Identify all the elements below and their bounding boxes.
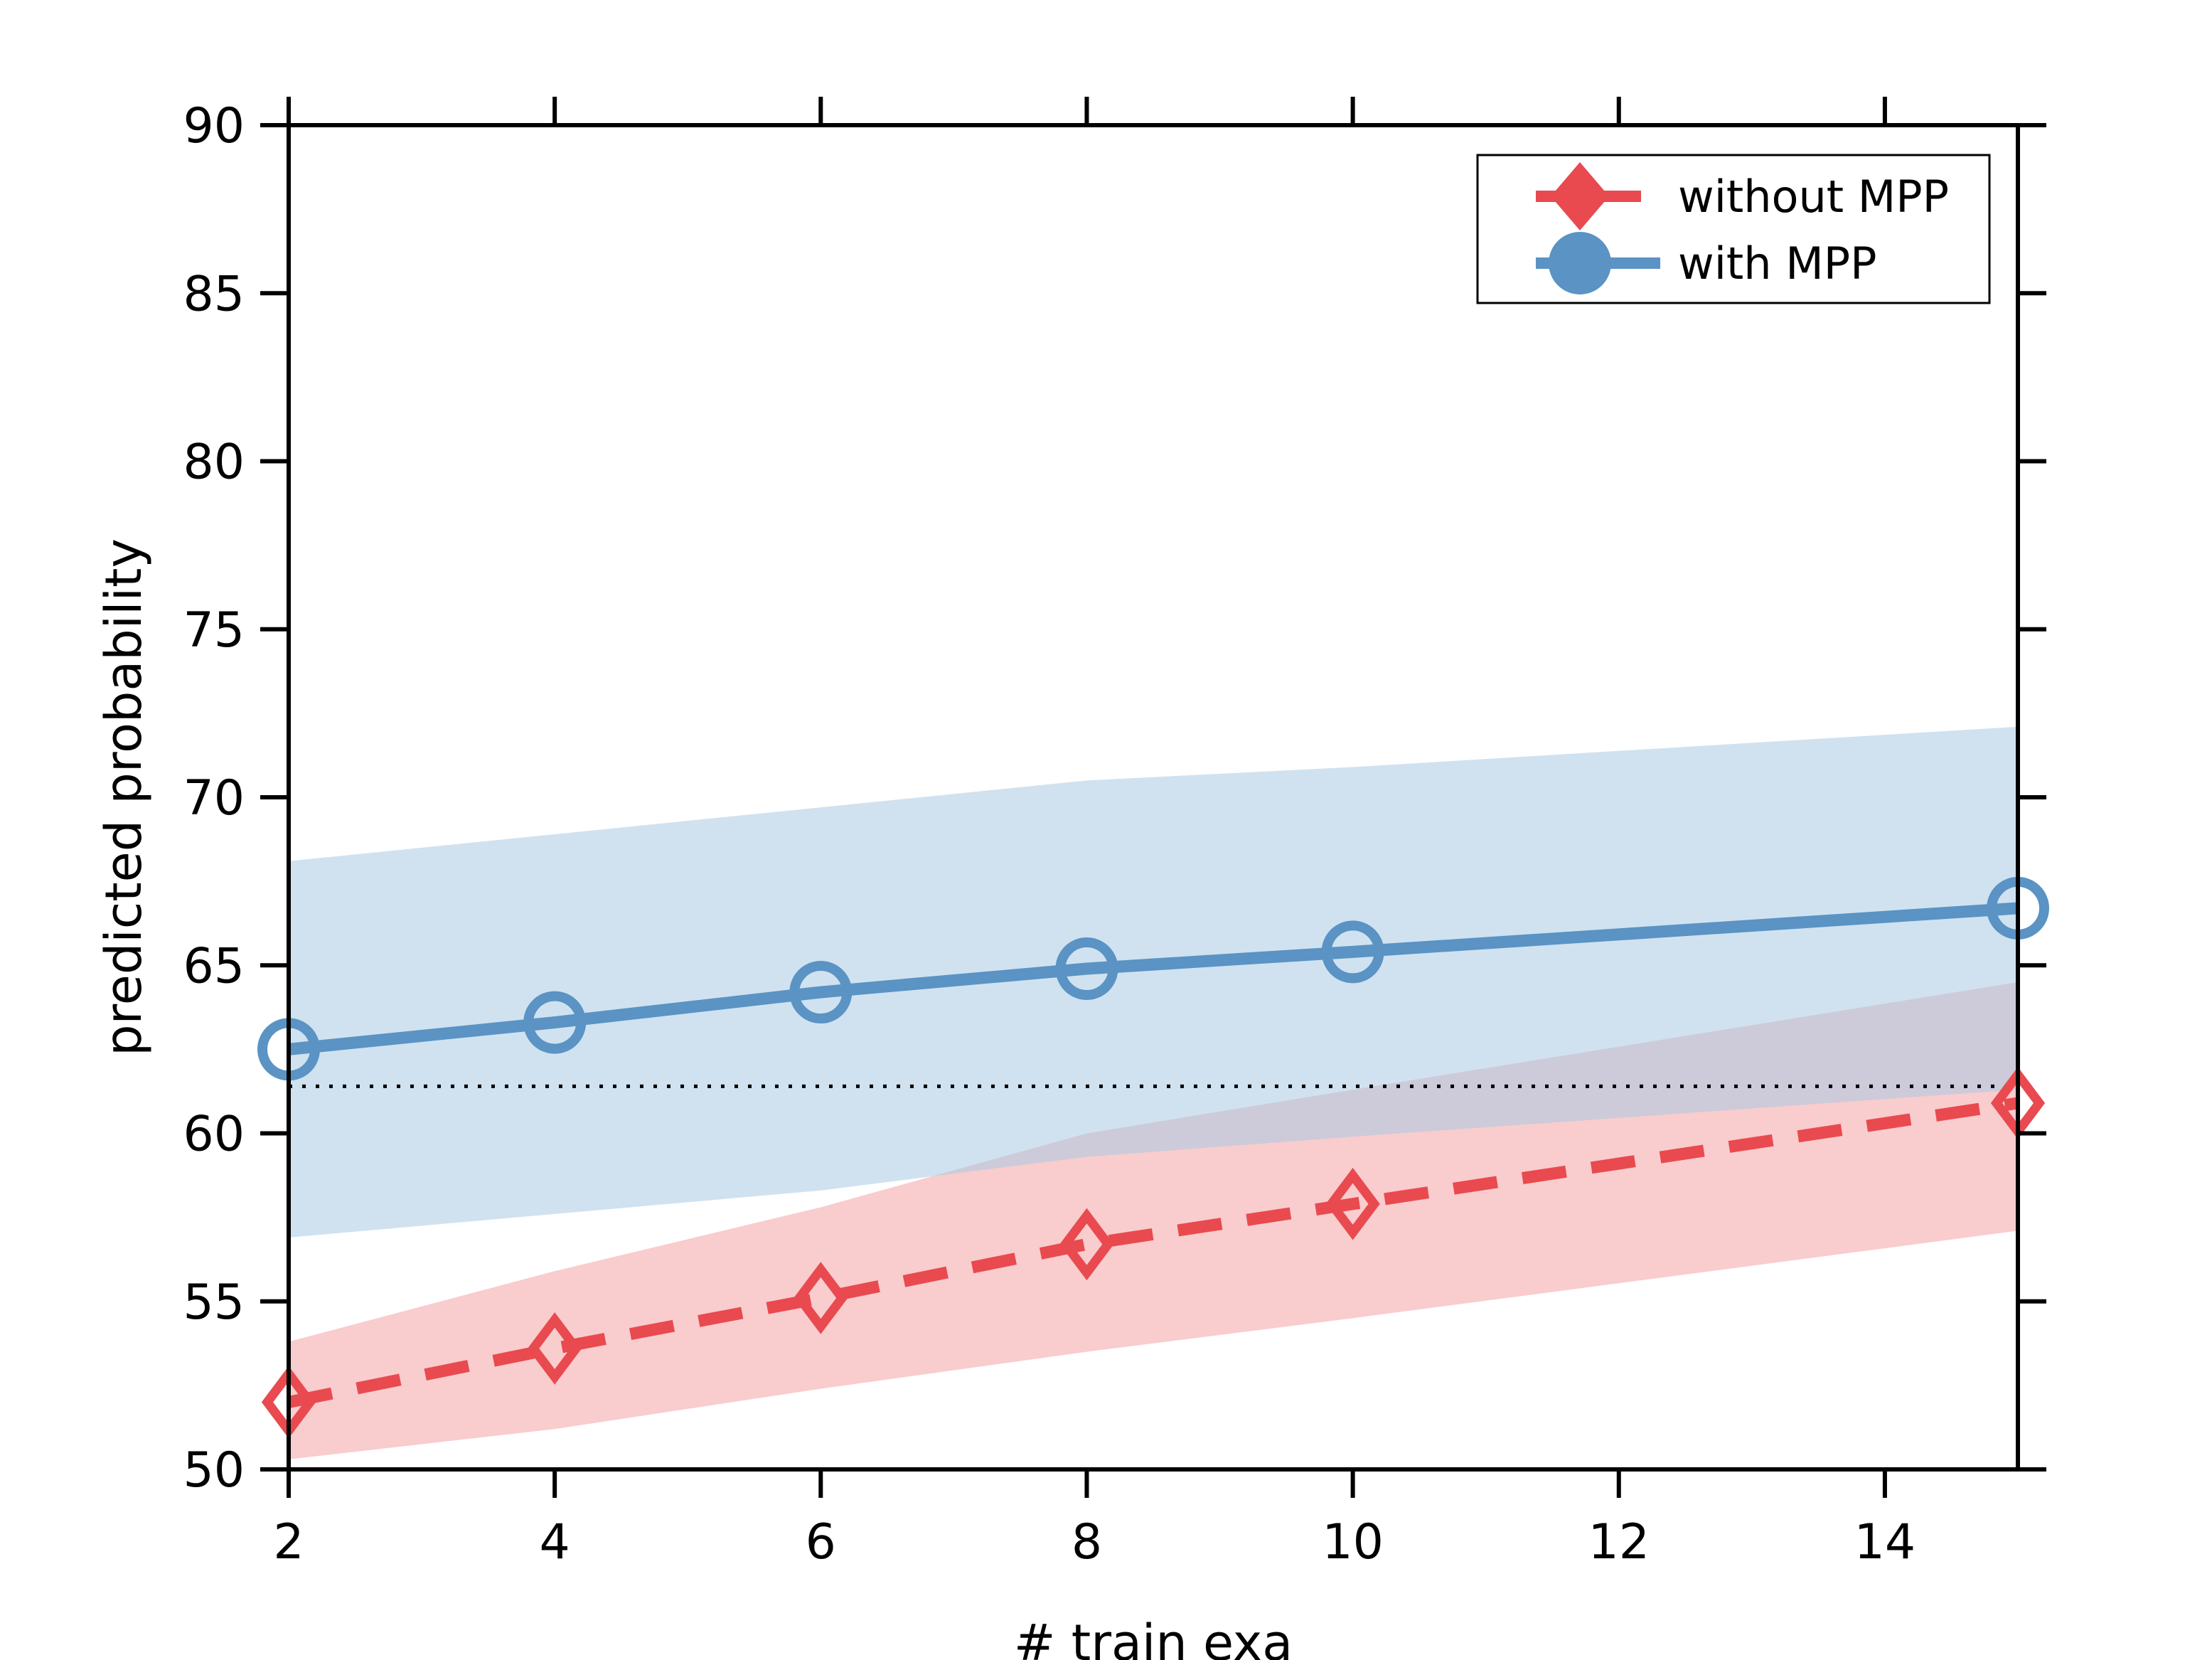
ticks: 2 4 6 8 10 12 14 50 55 60 65 70 75 80 85 90 (183, 97, 2046, 1570)
data-point-with-mpp (1321, 920, 1384, 984)
series-lines (287, 902, 2019, 1408)
x-tick-label: 12 (1588, 1514, 1650, 1570)
data-point-without-mpp (528, 1312, 582, 1385)
confidence-bands (289, 726, 2018, 1459)
data-point-with-mpp (789, 961, 853, 1024)
y-tick-label: 50 (183, 1442, 245, 1499)
legend: without MPP with MPP (1476, 154, 1991, 304)
y-tick-label: 75 (183, 602, 245, 659)
band-with-mpp (289, 726, 2018, 1238)
legend-marker-with-mpp (1549, 232, 1611, 294)
x-axis-label: # train exa (1014, 1614, 1293, 1660)
x-tick-label: 14 (1854, 1514, 1916, 1570)
y-tick-label: 90 (183, 98, 245, 154)
y-tick-label: 70 (183, 770, 245, 826)
series-line-with-mpp (288, 902, 2019, 1055)
y-axis-label: predicted probability (95, 538, 153, 1056)
data-point-without-mpp (1059, 1208, 1114, 1281)
data-point-with-mpp (1055, 937, 1118, 1000)
x-tick-label: 10 (1322, 1514, 1384, 1570)
legend-label-without-mpp: without MPP (1678, 171, 1949, 223)
data-point-without-mpp (794, 1262, 848, 1334)
x-tick-label: 2 (273, 1514, 304, 1570)
data-point-without-mpp (1325, 1167, 1380, 1240)
x-tick-label: 4 (540, 1514, 570, 1570)
y-tick-label: 80 (183, 435, 245, 491)
x-tick-label: 8 (1072, 1514, 1102, 1570)
data-point-with-mpp (523, 991, 587, 1054)
series-line-without-mpp (287, 1097, 2019, 1408)
x-tick-label: 6 (806, 1514, 836, 1570)
y-tick-label: 55 (183, 1275, 245, 1331)
y-tick-label: 60 (183, 1107, 245, 1163)
y-tick-label: 65 (183, 938, 245, 994)
y-tick-label: 85 (183, 266, 245, 322)
legend-label-with-mpp: with MPP (1678, 238, 1877, 289)
legend-marker-without-mpp (1551, 162, 1609, 230)
